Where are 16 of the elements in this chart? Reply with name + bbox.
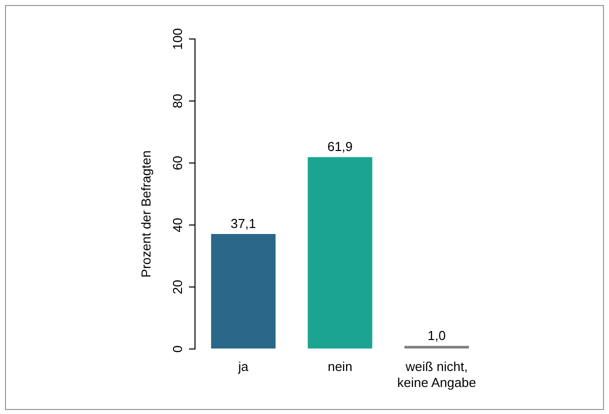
x-tick-label: weiß nicht, keine Angabe [397,359,476,390]
data-label: 61,9 [327,139,353,154]
bar [308,157,372,348]
data-label: 37,1 [230,216,256,232]
data-label: 1,0 [428,328,446,343]
x-tick-label: ja [237,359,250,374]
bar [404,346,469,348]
y-axis-title: Prozent der Befragten [138,150,154,278]
y-tick-label: 20 [170,280,186,294]
y-tick-label: 0 [170,345,186,353]
y-tick-label: 80 [170,94,186,108]
y-tick-label: 40 [170,218,186,232]
y-tick-label: 60 [170,156,186,170]
x-tick-label: nein [328,359,352,374]
bar [211,234,276,348]
y-tick-label: 100 [170,28,186,50]
